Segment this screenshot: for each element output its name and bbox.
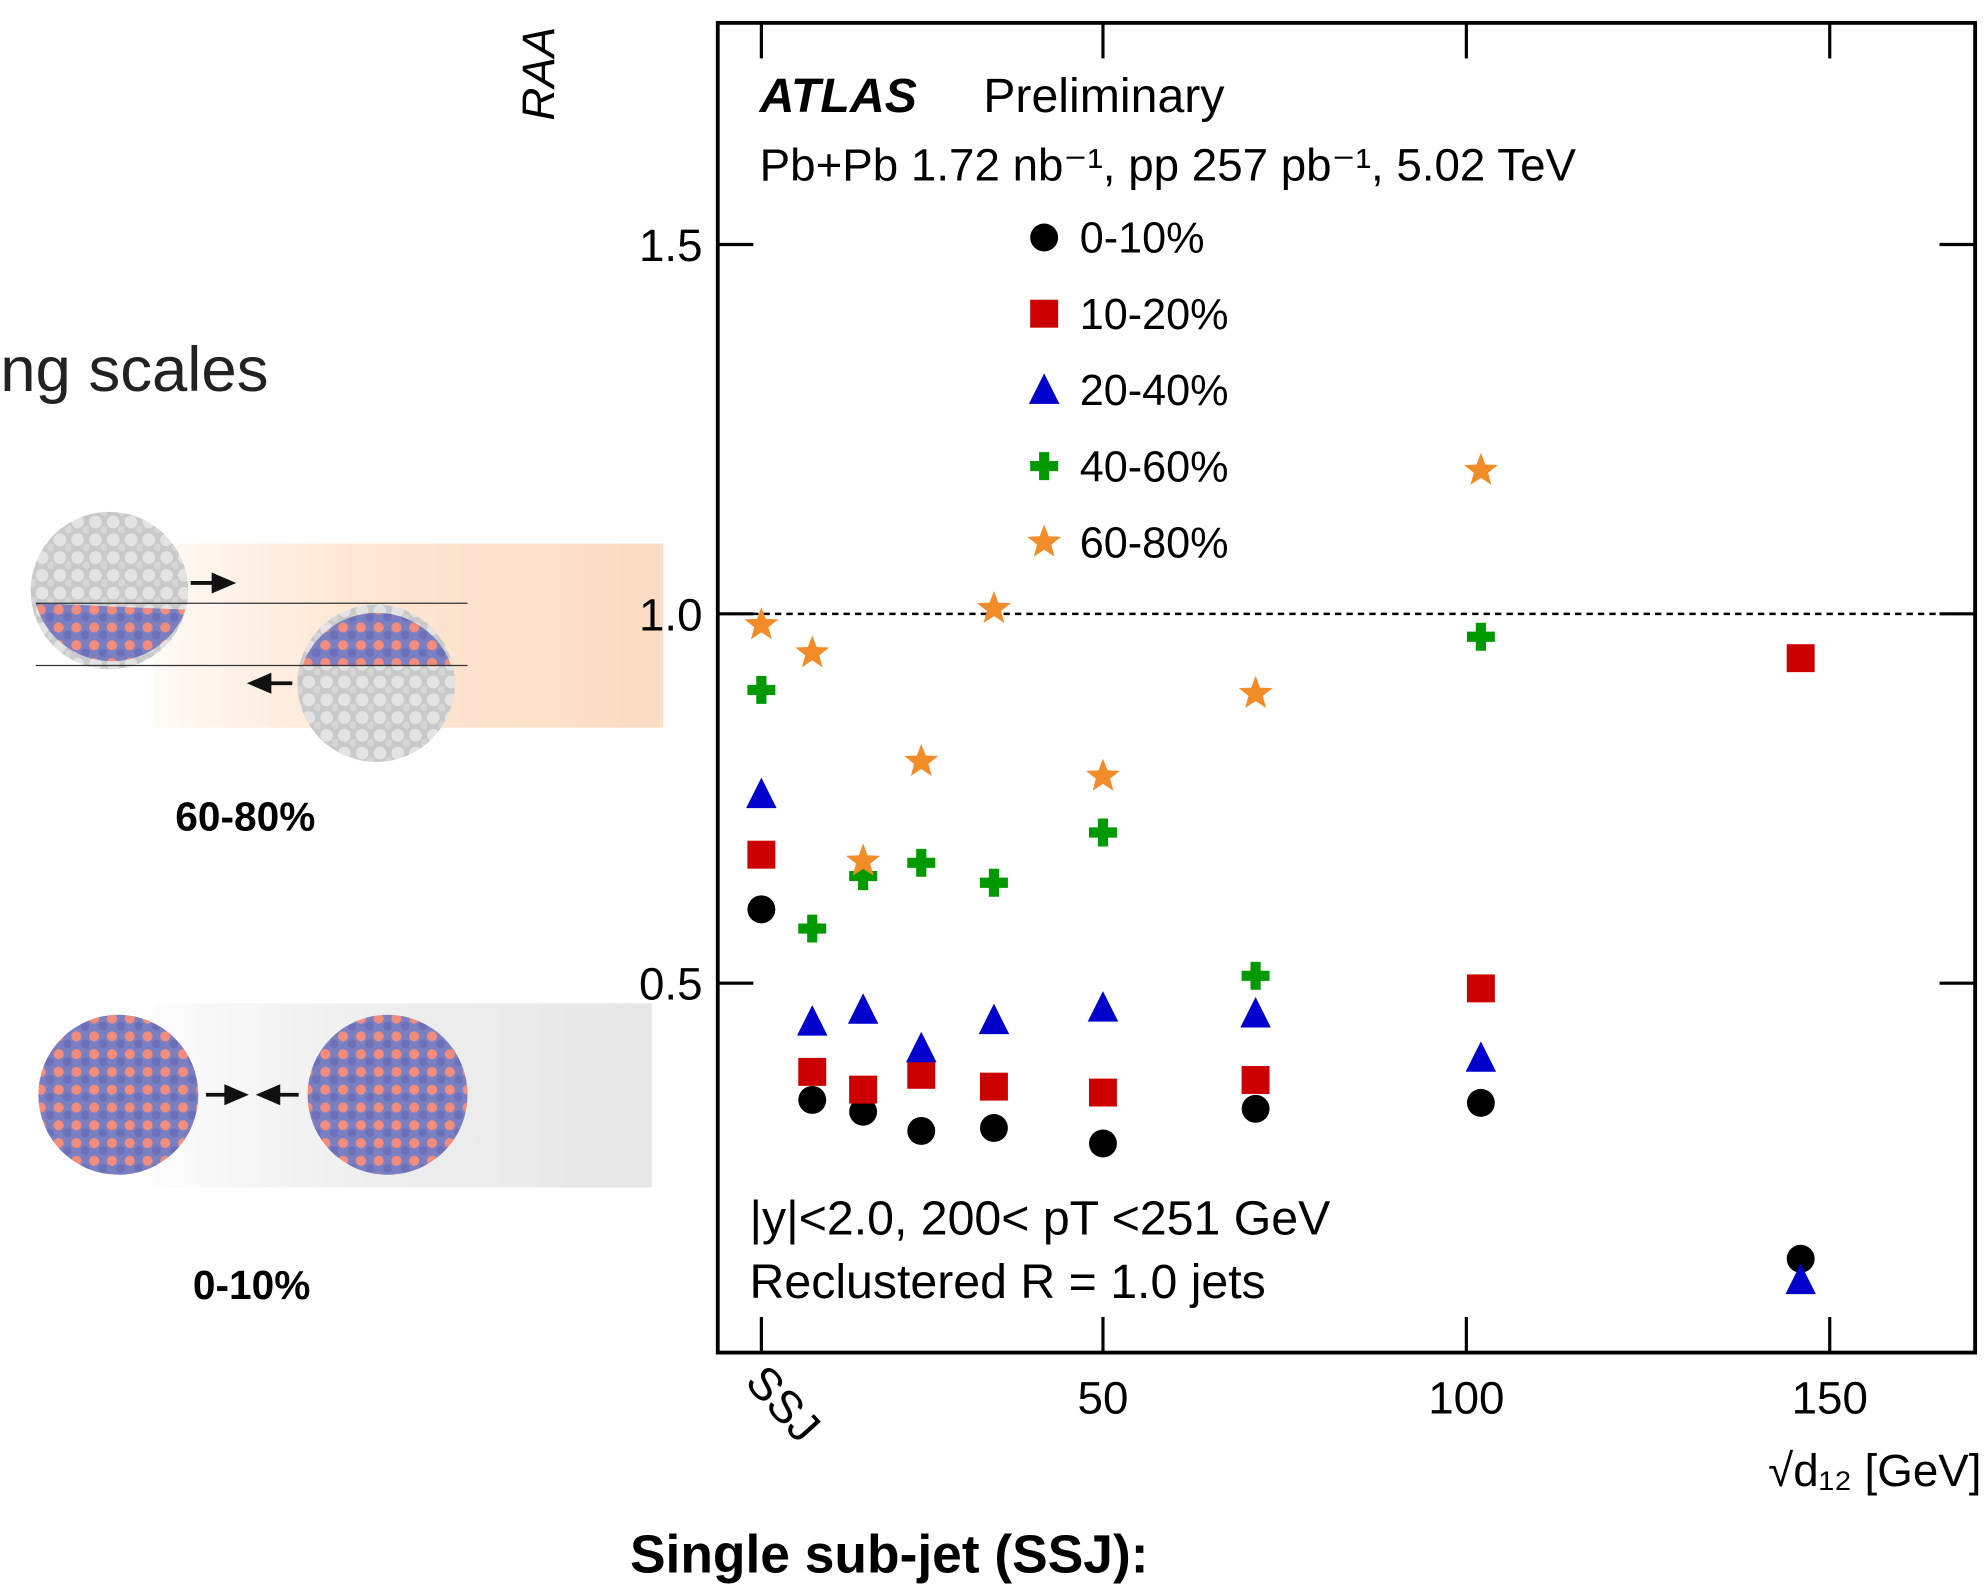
marker <box>1088 1078 1117 1107</box>
marker <box>849 862 878 891</box>
slide-footer: Single sub-jet (SSJ): <box>630 1525 1149 1584</box>
x-tick-label: 100 <box>1428 1373 1504 1424</box>
marker <box>1088 818 1117 847</box>
arrow <box>255 1084 299 1106</box>
marker <box>907 848 936 877</box>
y-axis-label: RAA <box>513 27 564 121</box>
legend-marker <box>1030 223 1059 252</box>
x-tick-label: 150 <box>1792 1373 1868 1424</box>
plot-frame <box>715 20 1978 1355</box>
legend-marker <box>1027 524 1062 557</box>
legend-marker <box>1028 373 1060 404</box>
nucleus-overlap <box>35 603 186 662</box>
slide-heading: ng scales <box>0 335 268 405</box>
marker <box>978 1003 1010 1035</box>
marker <box>849 1097 878 1126</box>
annotation: |y|<2.0, 200< pT <251 GeV <box>750 1191 1331 1245</box>
y-tick-label: 1.5 <box>639 220 703 271</box>
marker <box>1464 452 1498 485</box>
annotation: Preliminary <box>983 69 1225 123</box>
marker <box>744 607 779 640</box>
annotation: Reclustered R = 1.0 jets <box>750 1255 1266 1309</box>
y-tick-label: 1.0 <box>639 589 703 640</box>
marker <box>849 1075 878 1104</box>
marker <box>797 1005 828 1036</box>
marker <box>906 1031 937 1063</box>
marker <box>747 840 776 869</box>
marker <box>1465 1041 1497 1072</box>
arrow <box>205 1084 249 1106</box>
arrow <box>190 572 237 594</box>
legend-label: 0-10% <box>1080 215 1205 263</box>
marker <box>907 1116 936 1145</box>
marker <box>1786 1244 1815 1273</box>
marker <box>847 993 879 1024</box>
legend-label: 20-40% <box>1080 367 1229 415</box>
nucleus-overlap <box>302 612 452 666</box>
marker <box>746 777 777 809</box>
marker <box>979 1072 1008 1101</box>
nucleus <box>38 1014 199 1175</box>
x-axis-label: √d₁₂ [GeV] <box>1768 1445 1981 1496</box>
arrow <box>246 672 293 694</box>
marker <box>1238 675 1273 709</box>
legend-label: 60-80% <box>1080 520 1229 568</box>
legend-marker <box>1030 452 1059 481</box>
legend-label: 40-60% <box>1080 443 1229 491</box>
marker <box>904 743 939 776</box>
y-tick-label: 0.5 <box>639 959 703 1010</box>
marker <box>1466 1088 1495 1117</box>
marker <box>798 1057 827 1086</box>
x-tick-label: 50 <box>1078 1373 1129 1424</box>
marker <box>1241 1094 1270 1123</box>
marker <box>1786 644 1815 673</box>
marker <box>1088 1129 1117 1158</box>
marker <box>798 1085 827 1114</box>
experiment-label: ATLAS <box>759 69 917 123</box>
legend-marker <box>1030 299 1059 328</box>
legend-label: 10-20% <box>1080 291 1229 339</box>
marker <box>1087 991 1119 1022</box>
x-tick-label: SSJ <box>736 1356 830 1452</box>
marker <box>798 914 827 943</box>
marker <box>747 675 776 704</box>
marker <box>1466 974 1495 1003</box>
marker <box>1240 996 1271 1028</box>
marker <box>795 635 830 668</box>
marker <box>1466 622 1495 651</box>
centrality-label: 60-80% <box>175 794 315 840</box>
marker <box>1241 1066 1270 1094</box>
marker <box>747 895 776 924</box>
marker <box>979 868 1008 897</box>
marker <box>1241 961 1270 990</box>
marker <box>979 1114 1008 1142</box>
centrality-label: 0-10% <box>193 1262 310 1308</box>
marker <box>1086 758 1120 791</box>
marker <box>976 590 1011 624</box>
marker <box>907 1060 936 1089</box>
marker <box>846 843 881 876</box>
nucleus <box>307 1014 468 1175</box>
annotation: Pb+Pb 1.72 nb⁻¹, pp 257 pb⁻¹, 5.02 TeV <box>760 139 1577 190</box>
marker <box>1785 1263 1816 1295</box>
